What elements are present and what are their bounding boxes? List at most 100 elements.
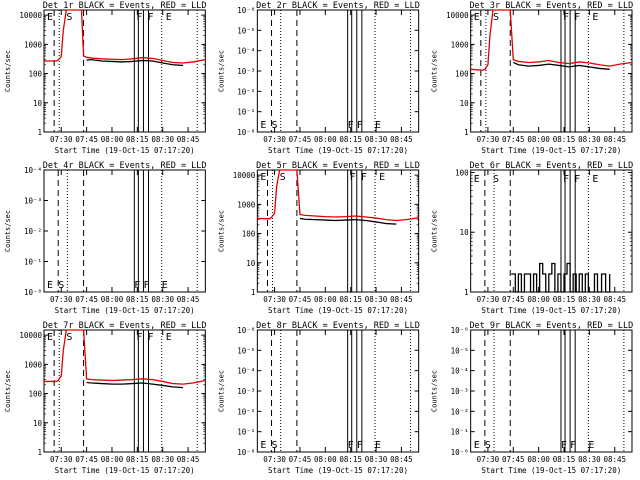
panel-det-8r: Det 8r BLACK = Events, RED = LLD Counts/s… <box>217 321 420 475</box>
y-tick-label: 1000 <box>24 360 43 369</box>
attenuator-marker-label: E <box>375 440 381 451</box>
y-tick-label: 10 <box>246 259 256 268</box>
y-tick-label: 100 <box>455 70 469 79</box>
x-axis-label: Start Time (19-Oct-15 07:17:20) <box>481 466 621 475</box>
y-tick-label: 10⁻² <box>24 227 42 236</box>
x-tick-label: 08:15 <box>553 135 576 144</box>
y-tick-label: 1 <box>464 288 469 297</box>
y-axis-label: Counts/sec <box>4 370 12 412</box>
events-series-line <box>86 58 184 67</box>
attenuator-marker-label: E <box>166 332 172 343</box>
y-tick-label: 10 <box>460 99 470 108</box>
panel-title: Det 1r BLACK = Events, RED = LLD <box>43 1 207 11</box>
y-tick-label: 10⁻² <box>237 407 255 416</box>
x-tick-label: 08:00 <box>314 295 337 304</box>
lld-series-line <box>470 9 633 71</box>
x-tick-label: 08:15 <box>126 455 149 464</box>
attenuator-marker-label: F <box>350 172 356 183</box>
events-series-line <box>513 61 610 70</box>
attenuator-marker-label: E <box>474 12 480 23</box>
y-tick-label: 10⁻⁴ <box>237 367 255 376</box>
x-axis-label: Start Time (19-Oct-15 07:17:20) <box>481 146 621 155</box>
y-tick-label: 10⁻³ <box>24 197 42 206</box>
attenuator-marker-label: E <box>260 172 266 183</box>
y-axis-label: Counts/sec <box>4 210 12 252</box>
x-tick-label: 07:30 <box>477 135 500 144</box>
x-axis-label: Start Time (19-Oct-15 07:17:20) <box>55 306 195 315</box>
x-tick-label: 08:00 <box>527 135 550 144</box>
y-tick-label: 1 <box>37 128 42 137</box>
x-tick-label: 07:45 <box>502 135 525 144</box>
x-axis-label: Start Time (19-Oct-15 07:17:20) <box>55 466 195 475</box>
attenuator-marker-label: F <box>147 12 153 23</box>
y-axis-label: Counts/sec <box>4 50 12 92</box>
panel-det-6r: Det 6r BLACK = Events, RED = LLD Counts/s… <box>431 161 634 315</box>
x-tick-label: 08:15 <box>553 455 576 464</box>
panel-det-3r: Det 3r BLACK = Events, RED = LLD Counts/s… <box>431 1 634 155</box>
x-tick-label: 08:00 <box>527 455 550 464</box>
attenuator-marker-label: E <box>162 280 168 291</box>
panel-det-9r: Det 9r BLACK = Events, RED = LLD Counts/s… <box>431 321 634 475</box>
plot-frame <box>43 329 206 453</box>
panel-title: Det 9r BLACK = Events, RED = LLD <box>469 321 633 331</box>
attenuator-marker-label: F <box>570 440 576 451</box>
attenuator-marker-label: E <box>592 12 598 23</box>
attenuator-marker-label: F <box>143 280 149 291</box>
x-tick-label: 08:00 <box>527 295 550 304</box>
y-tick-label: 1000 <box>237 200 256 209</box>
x-tick-label: 07:45 <box>289 135 312 144</box>
y-tick-label: 100 <box>28 70 42 79</box>
y-tick-label: 10⁻⁵ <box>451 346 469 355</box>
y-tick-label: 1 <box>464 128 469 137</box>
x-axis-label: Start Time (19-Oct-15 07:17:20) <box>268 146 408 155</box>
y-tick-label: 10⁻⁰ <box>451 448 469 457</box>
x-tick-label: 08:30 <box>151 135 174 144</box>
attenuator-marker-label: E <box>260 120 266 131</box>
y-tick-label: 10⁻¹ <box>24 258 42 267</box>
y-axis-label: Counts/sec <box>431 50 439 92</box>
x-tick-label: 08:45 <box>390 455 413 464</box>
x-tick-label: 07:45 <box>75 295 98 304</box>
y-tick-label: 10⁻⁶ <box>237 6 255 15</box>
y-tick-label: 10000 <box>19 331 42 340</box>
x-tick-label: 07:30 <box>263 455 286 464</box>
y-tick-label: 10⁻⁰ <box>24 288 42 297</box>
x-tick-label: 08:15 <box>339 295 362 304</box>
attenuator-marker-label: E <box>166 12 172 23</box>
x-axis-label: Start Time (19-Oct-15 07:17:20) <box>55 146 195 155</box>
y-tick-label: 10⁻⁵ <box>237 26 255 35</box>
x-tick-label: 08:15 <box>553 295 576 304</box>
x-tick-label: 08:15 <box>126 135 149 144</box>
y-tick-label: 10000 <box>19 11 42 20</box>
x-tick-label: 08:45 <box>390 135 413 144</box>
y-axis-label: Counts/sec <box>217 370 225 412</box>
attenuator-marker-label: E <box>47 332 53 343</box>
x-tick-label: 08:45 <box>177 455 200 464</box>
events-series-line <box>511 262 611 293</box>
attenuator-marker-label: S <box>66 12 72 23</box>
panel-title: Det 6r BLACK = Events, RED = LLD <box>469 161 633 171</box>
plot-frame <box>256 329 420 453</box>
y-tick-label: 10⁻¹ <box>451 428 469 437</box>
x-tick-label: 08:00 <box>314 455 337 464</box>
panel-det-7r: Det 7r BLACK = Events, RED = LLD Counts/s… <box>4 321 207 475</box>
attenuator-marker-label: F <box>561 440 567 451</box>
x-tick-label: 08:15 <box>339 135 362 144</box>
attenuator-marker-label: E <box>474 174 480 185</box>
panel-title: Det 8r BLACK = Events, RED = LLD <box>256 321 420 331</box>
panel-title: Det 3r BLACK = Events, RED = LLD <box>469 1 633 11</box>
x-axis-label: Start Time (19-Oct-15 07:17:20) <box>481 306 621 315</box>
x-tick-label: 07:30 <box>477 295 500 304</box>
x-tick-label: 08:45 <box>603 455 626 464</box>
lld-series-line <box>257 169 419 222</box>
attenuator-marker-label: S <box>493 12 499 23</box>
y-tick-label: 10⁻¹ <box>237 428 255 437</box>
attenuator-marker-label: F <box>563 12 569 23</box>
x-tick-label: 08:45 <box>603 135 626 144</box>
plot-frame <box>256 169 420 293</box>
y-tick-label: 1 <box>37 448 42 457</box>
x-axis-label: Start Time (19-Oct-15 07:17:20) <box>268 466 408 475</box>
attenuator-marker-label: F <box>574 12 580 23</box>
attenuator-marker-label: E <box>474 440 480 451</box>
